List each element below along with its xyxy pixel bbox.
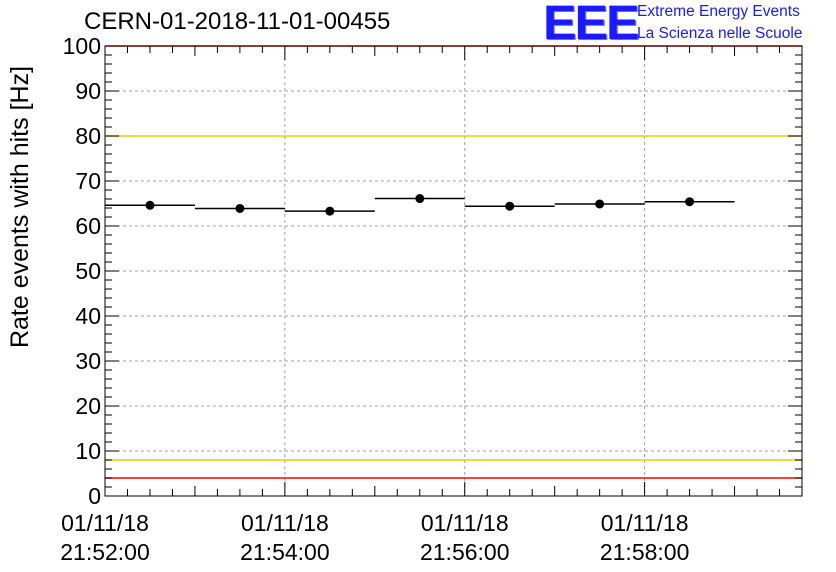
logo-line-1: Extreme Energy Events [637, 3, 800, 20]
x-tick-time: 21:54:00 [240, 539, 330, 565]
logo-line-2: La Scienza nelle Scuole [637, 25, 803, 42]
y-tick-label: 30 [75, 348, 101, 374]
data-point [325, 206, 335, 216]
data-point [595, 199, 605, 209]
chart-title: CERN-01-2018-11-01-00455 [84, 8, 391, 35]
data-point [235, 203, 245, 213]
x-tick-date: 01/11/18 [421, 510, 509, 536]
y-tick-label: 60 [75, 213, 101, 239]
axis-labels: 0 10 20 30 40 50 60 70 80 90 100 01/11/18 21:52:00 01… [6, 33, 689, 565]
y-tick-label: 40 [75, 303, 101, 329]
x-tick-time: 21:56:00 [420, 539, 510, 565]
eee-logo: EEE [543, 0, 640, 50]
y-tick-label: 90 [75, 78, 101, 104]
reference-lines [105, 45, 802, 479]
y-tick-label: 70 [75, 168, 101, 194]
y-tick-label: 10 [75, 438, 101, 464]
data-point [145, 200, 155, 210]
axis-ticks [104, 45, 803, 497]
y-tick-label: 100 [63, 33, 101, 59]
x-tick-date: 01/11/18 [601, 510, 689, 536]
grid [105, 46, 802, 496]
y-tick-label: 50 [75, 258, 101, 284]
x-tick-time: 21:58:00 [600, 539, 690, 565]
y-tick-label: 80 [75, 123, 101, 149]
data-points [105, 194, 735, 216]
x-tick-time: 21:52:00 [60, 539, 150, 565]
data-point [415, 194, 425, 204]
data-point [685, 197, 695, 207]
y-tick-label: 20 [75, 393, 101, 419]
x-tick-date: 01/11/18 [241, 510, 329, 536]
y-tick-label: 0 [88, 483, 101, 509]
data-point [505, 201, 515, 211]
y-axis-label: Rate events with hits [Hz] [6, 66, 34, 348]
x-tick-date: 01/11/18 [61, 510, 149, 536]
